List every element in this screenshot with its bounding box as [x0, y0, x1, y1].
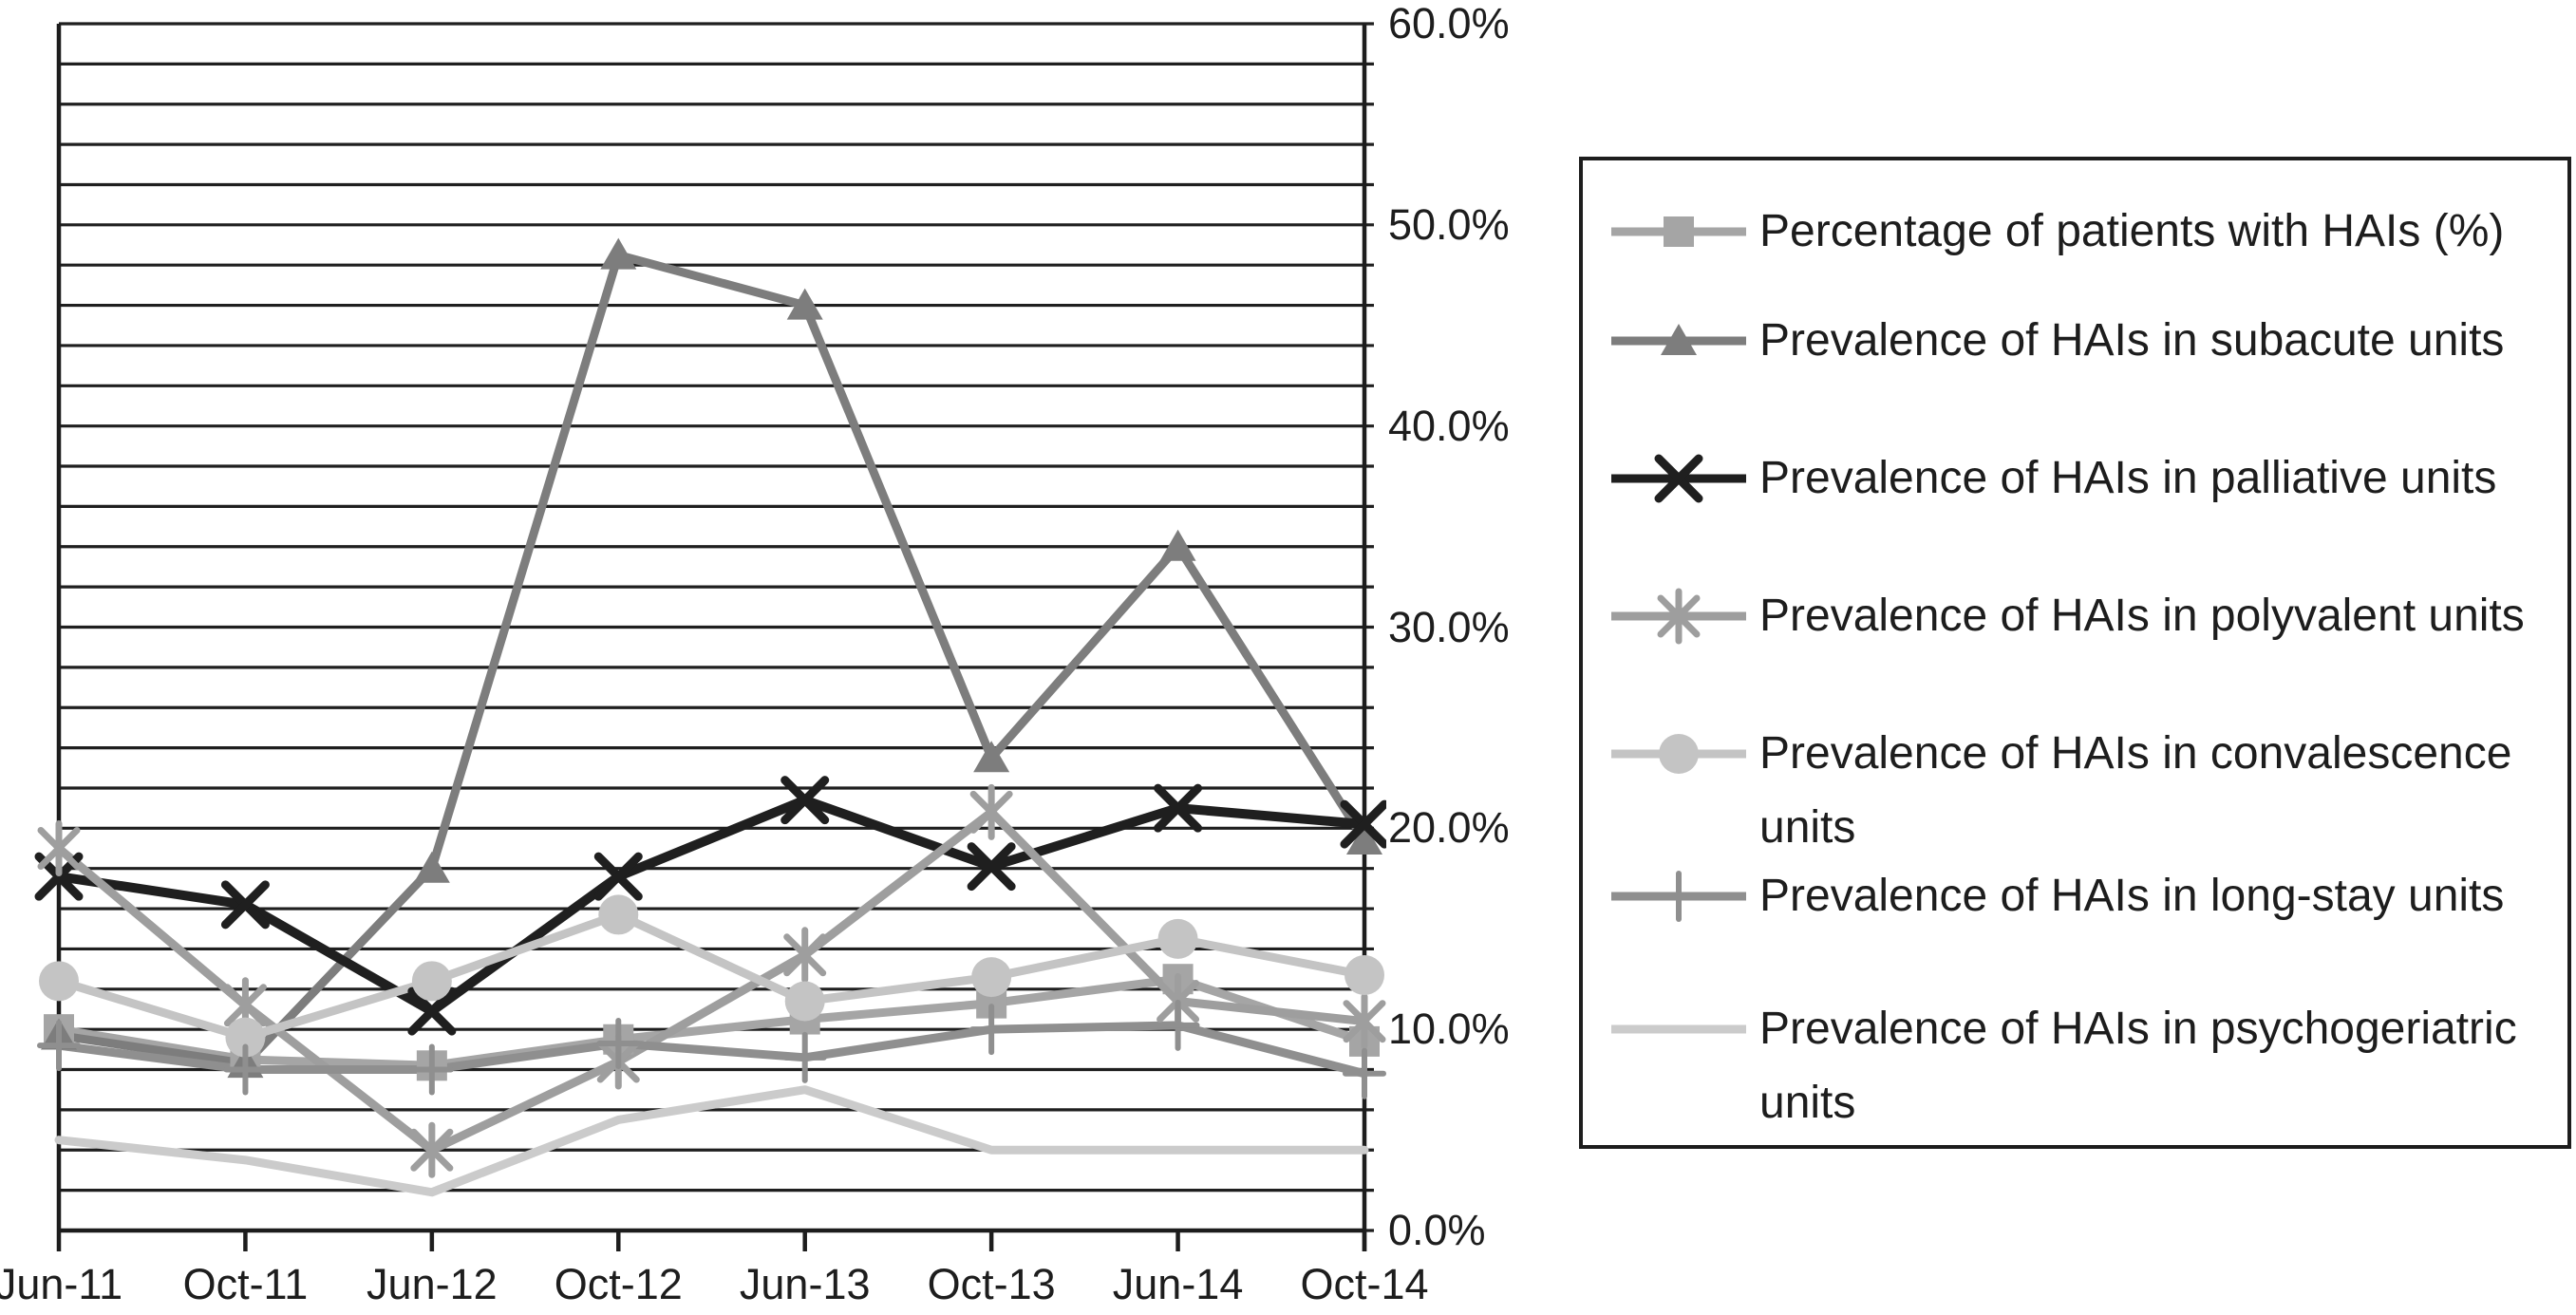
x-marker-icon: [1654, 454, 1703, 503]
triangle-marker-icon: [973, 741, 1010, 773]
legend-item: Prevalence of HAIs in palliative units: [1608, 441, 2576, 516]
circle-marker-icon: [598, 894, 639, 935]
asterisk-marker-icon: [410, 1121, 454, 1178]
series-line-6: [54, 1085, 1369, 1197]
circle-marker-icon: [1344, 954, 1384, 995]
legend-item: Prevalence of HAIs in polyvalent units: [1608, 579, 2576, 653]
y-tick-label: 30.0%: [1388, 602, 1510, 651]
y-tick-label: 10.0%: [1388, 1005, 1510, 1054]
legend-item-label: Prevalence of HAIs in long-stay units: [1759, 871, 2505, 921]
legend-item-label: Prevalence of HAIs in convalescence unit…: [1759, 728, 2512, 853]
legend-item: Prevalence of HAIs in convalescence unit…: [1608, 717, 2576, 865]
legend-marker-asterisk-icon: [1611, 588, 1746, 645]
line-chart-plot-area: [34, 22, 1386, 1251]
plus-marker-icon: [1343, 1047, 1386, 1099]
x-marker-icon: [967, 842, 1016, 892]
series-markers-3: [37, 783, 1386, 1178]
x-marker-icon: [407, 986, 457, 1036]
circle-marker-icon: [1157, 918, 1198, 959]
legend-item: Prevalence of HAIs in subacute units: [1608, 304, 2576, 378]
legend-item: Prevalence of HAIs in psychogeriatric un…: [1608, 992, 2576, 1140]
plus-marker-icon: [782, 1031, 827, 1083]
triangle-marker-icon: [1346, 823, 1382, 855]
legend-marker-x-icon: [1611, 454, 1746, 503]
legend-item-label: Prevalence of HAIs in psychogeriatric un…: [1759, 1004, 2517, 1128]
circle-marker-icon: [39, 961, 79, 1002]
plus-marker-icon: [409, 1043, 454, 1096]
circle-marker-icon: [1659, 734, 1699, 774]
x-marker-icon: [220, 880, 270, 930]
legend-marker-circle-icon: [1611, 734, 1746, 774]
asterisk-marker-icon: [1657, 588, 1701, 645]
circle-marker-icon: [411, 961, 452, 1002]
triangle-marker-icon: [600, 237, 637, 270]
y-tick-label: 50.0%: [1388, 199, 1510, 249]
asterisk-marker-icon: [783, 927, 827, 984]
asterisk-marker-icon: [1343, 993, 1386, 1050]
legend-item-label: Prevalence of HAIs in polyvalent units: [1759, 591, 2525, 641]
plus-marker-icon: [1156, 999, 1200, 1051]
circle-marker-icon: [225, 1017, 266, 1058]
x-marker-icon: [1154, 783, 1203, 833]
y-tick-label: 20.0%: [1388, 803, 1510, 853]
legend-item-label: Percentage of patients with HAIs (%): [1759, 206, 2505, 256]
legend-item-label: Prevalence of HAIs in subacute units: [1759, 315, 2505, 366]
plus-marker-icon: [969, 1004, 1014, 1056]
plus-marker-icon: [596, 1017, 641, 1069]
plus-marker-icon: [223, 1043, 268, 1096]
series-line-4: [54, 910, 1369, 1043]
y-tick-label: 0.0%: [1388, 1206, 1486, 1254]
x-marker-icon: [1340, 799, 1386, 849]
y-tick-label: 40.0%: [1388, 401, 1510, 450]
circle-marker-icon: [784, 981, 825, 1022]
legend-item: Prevalence of HAIs in long-stay units: [1608, 859, 2576, 933]
series-markers-2: [34, 776, 1386, 1036]
asterisk-marker-icon: [37, 820, 81, 877]
square-marker-icon: [1664, 216, 1694, 247]
triangle-marker-icon: [1661, 324, 1697, 355]
chart-legend: Percentage of patients with HAIs (%) Prev…: [1579, 157, 2571, 1149]
series-markers-4: [39, 894, 1384, 1058]
legend-item: Percentage of patients with HAIs (%): [1608, 195, 2576, 269]
legend-marker-plus-icon: [1611, 871, 1746, 922]
y-tick-label: 60.0%: [1388, 0, 1510, 47]
series-line-5: [54, 1021, 1369, 1079]
circle-marker-icon: [971, 957, 1012, 998]
legend-item-label: Prevalence of HAIs in palliative units: [1759, 453, 2497, 503]
x-marker-icon: [593, 852, 643, 901]
x-marker-icon: [780, 776, 830, 825]
triangle-marker-icon: [786, 288, 823, 320]
series-line-2: [54, 795, 1369, 1017]
plus-marker-icon: [37, 1020, 81, 1072]
legend-marker-triangle-icon: [1611, 324, 1746, 355]
series-markers-5: [37, 999, 1386, 1099]
plus-marker-icon: [1657, 871, 1701, 922]
legend-marker-square-icon: [1611, 216, 1746, 247]
legend-marker-line-icon: [1611, 1024, 1746, 1034]
series-line-0: [54, 974, 1369, 1070]
asterisk-marker-icon: [969, 783, 1013, 840]
triangle-marker-icon: [1159, 529, 1196, 561]
triangle-marker-icon: [413, 851, 450, 883]
